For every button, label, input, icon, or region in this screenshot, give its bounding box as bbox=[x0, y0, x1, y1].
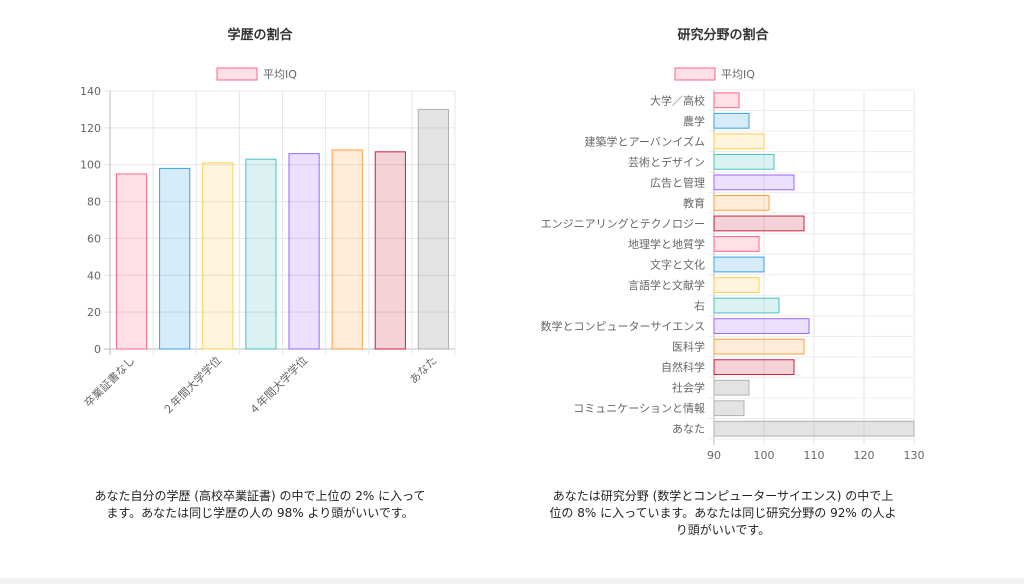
y-tick-label: 20 bbox=[87, 306, 101, 319]
x-tick-label: ４年間大学学位 bbox=[246, 353, 310, 417]
y-tick-label: 大学／高校 bbox=[650, 93, 705, 107]
bar bbox=[713, 277, 760, 293]
y-tick-label: 教育 bbox=[683, 196, 705, 210]
bar bbox=[713, 318, 810, 334]
bar bbox=[713, 338, 805, 355]
legend-label: 平均IQ bbox=[721, 68, 755, 81]
bar bbox=[288, 153, 320, 350]
x-tick-label: 110 bbox=[804, 449, 825, 462]
y-tick-label: 100 bbox=[80, 159, 101, 172]
bar bbox=[713, 215, 805, 232]
bar bbox=[713, 92, 740, 109]
bar bbox=[374, 151, 406, 350]
y-tick-label: 農学 bbox=[683, 114, 705, 128]
y-tick-label: コミュニケーションと情報 bbox=[573, 402, 705, 415]
y-tick-label: あなた bbox=[672, 423, 705, 436]
legend: 平均IQ bbox=[216, 67, 297, 81]
right-chart-title: 研究分野の割合 bbox=[677, 28, 769, 43]
y-tick-label: 芸術とデザイン bbox=[628, 155, 705, 169]
bar bbox=[713, 256, 765, 273]
bar bbox=[713, 153, 775, 170]
legend-swatch bbox=[674, 67, 716, 81]
y-tick-label: 建築学とアーバンイズム bbox=[585, 134, 705, 148]
y-tick-label: 右 bbox=[694, 299, 705, 313]
bar bbox=[713, 174, 795, 191]
x-tick-label: あなた bbox=[407, 354, 440, 387]
grid bbox=[104, 90, 456, 355]
x-tick-label: ２年間大学学位 bbox=[160, 353, 224, 417]
bar bbox=[202, 162, 234, 350]
y-tick-label: 地理学と地質学 bbox=[628, 237, 705, 251]
y-tick-label: 数学とコンピューターサイエンス bbox=[541, 319, 705, 333]
y-tick-label: エンジニアリングとテクノロジー bbox=[541, 216, 705, 230]
legend: 平均IQ bbox=[674, 67, 755, 81]
y-tick-label: 0 bbox=[94, 343, 101, 356]
bar bbox=[713, 195, 770, 211]
bar bbox=[115, 173, 148, 350]
x-tick-label: 90 bbox=[707, 449, 721, 462]
bar bbox=[713, 400, 745, 417]
x-tick-label: 120 bbox=[854, 449, 875, 462]
legend-swatch bbox=[216, 67, 258, 81]
y-tick-label: 140 bbox=[80, 85, 101, 98]
x-tick-label: 130 bbox=[904, 449, 925, 462]
y-tick-label: 40 bbox=[87, 269, 101, 282]
y-tick-label: 医科学 bbox=[672, 340, 705, 354]
bar bbox=[713, 133, 765, 150]
x-tick-label: 卒業証書なし bbox=[81, 353, 138, 410]
y-tick-label: 文字と文化 bbox=[650, 258, 705, 272]
bar bbox=[713, 379, 750, 396]
x-tick-label: 100 bbox=[754, 449, 775, 462]
bar bbox=[713, 359, 795, 376]
education-iq-chart: 平均IQ 0 20 40 60 80 100 120 140 卒業証書なし ２年間大学学位 ４年間大学… bbox=[80, 67, 456, 418]
bar bbox=[713, 236, 760, 252]
y-tick-label: 80 bbox=[87, 196, 101, 209]
bar bbox=[245, 158, 277, 350]
y-tick-label: 広告と管理 bbox=[650, 175, 705, 189]
y-tick-label: 言語学と文献学 bbox=[628, 278, 705, 292]
y-tick-label: 120 bbox=[80, 122, 101, 135]
left-chart-title: 学歴の割合 bbox=[227, 28, 293, 43]
right-caption: あなたは研究分野 (数学とコンピューターサイエンス) の中で上位の 8% に入っ… bbox=[549, 489, 897, 537]
y-tick-label: 社会学 bbox=[672, 381, 705, 395]
y-tick-label: 自然科学 bbox=[661, 360, 705, 374]
bar bbox=[331, 149, 363, 350]
y-tick-label: 60 bbox=[87, 232, 101, 245]
legend-label: 平均IQ bbox=[263, 68, 297, 81]
bar bbox=[159, 167, 191, 350]
field-iq-chart: 平均IQ 90 100 110 120 130 大学／高校農学建築学とアーバンイズム芸術とデ… bbox=[541, 67, 925, 462]
left-caption: あなた自分の学歴 (高校卒業証書) の中で上位の 2% に入ってます。あなたは同… bbox=[94, 489, 426, 520]
bar bbox=[417, 108, 450, 350]
bar bbox=[713, 297, 780, 314]
bar bbox=[713, 112, 750, 129]
bar bbox=[713, 420, 915, 437]
page-footer-divider bbox=[0, 578, 1024, 584]
